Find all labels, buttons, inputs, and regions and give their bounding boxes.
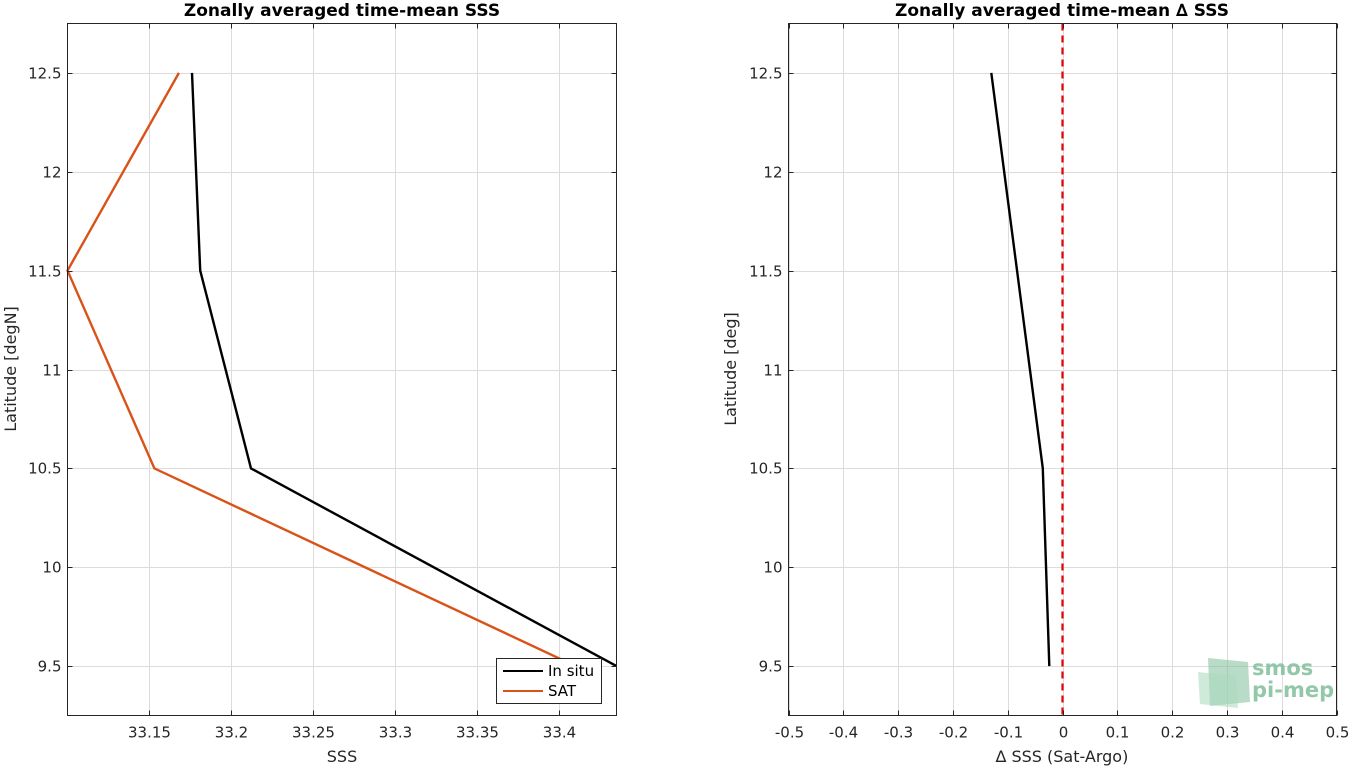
right-series-group	[990, 23, 1064, 716]
left-x-tick-label: 33.35	[456, 724, 499, 742]
left-x-tick-label: 33.25	[292, 724, 335, 742]
left-y-tick-label: 11	[42, 362, 61, 380]
left-x-tick-label: 33.4	[543, 724, 576, 742]
right-x-tick-label: -0.3	[884, 724, 913, 742]
legend-label-in-situ: In situ	[548, 662, 594, 680]
right-x-tick-label: 0.2	[1161, 724, 1185, 742]
left-y-tick-label: 12.5	[28, 65, 61, 83]
right-x-tick-label: 0.3	[1216, 724, 1240, 742]
right-y-tick-label: 11	[763, 362, 782, 380]
right-series-line-series-0	[990, 72, 1051, 667]
left-legend: In situ SAT	[496, 658, 602, 704]
left-grid	[67, 23, 617, 716]
right-y-tick-label: 10.5	[749, 460, 782, 478]
right-x-tick-label: 0.4	[1271, 724, 1295, 742]
right-tick-labels: -0.5 -0.4 -0.3 -0.2 -0.1 0 0.1 0.2 0.3 0.4 0.5 9.5 1…	[749, 23, 1349, 742]
right-chart-title: Zonally averaged time-mean ∆ SSS	[895, 1, 1229, 21]
left-tick-labels: 33.15 33.2 33.25 33.3 33.35 33.4 9.5 10 10.5 11 11…	[28, 23, 617, 742]
right-y-tick-label: 10	[763, 559, 782, 577]
smos-pi-mep-logo: smos pi-mep	[1198, 656, 1334, 708]
left-x-tick-label: 33.2	[215, 724, 248, 742]
right-x-axis-label: ∆ SSS (Sat-Argo)	[995, 747, 1129, 766]
left-series-group	[66, 72, 618, 668]
left-x-axis-label: SSS	[327, 747, 357, 766]
right-x-tick-label: -0.1	[994, 724, 1023, 742]
right-panel: smos pi-mep -0.5 -0.4 -0.3 -0.2 -0.1 0 0.1 0.2 0…	[721, 1, 1349, 766]
left-y-tick-label: 9.5	[38, 658, 62, 676]
right-y-tick-label: 12.5	[749, 65, 782, 83]
logo-wave-shape-2	[1198, 672, 1238, 708]
right-x-tick-label: -0.5	[775, 724, 804, 742]
left-chart-title: Zonally averaged time-mean SSS	[184, 1, 500, 21]
left-y-tick-label: 11.5	[28, 263, 61, 281]
right-x-tick-label: -0.4	[829, 724, 858, 742]
right-x-tick-label: 0.1	[1106, 724, 1130, 742]
legend-label-sat: SAT	[548, 682, 577, 700]
left-series-line-in-situ	[190, 72, 618, 668]
right-x-tick-label: 0	[1059, 724, 1069, 742]
right-plot-frame	[788, 23, 1337, 716]
left-plot-frame	[67, 23, 617, 716]
right-y-tick-label: 9.5	[759, 658, 783, 676]
right-x-tick-label: 0.5	[1326, 724, 1349, 742]
right-y-tick-label: 11.5	[749, 263, 782, 281]
left-series-line-sat	[66, 72, 577, 668]
right-x-tick-label: -0.2	[939, 724, 968, 742]
left-y-axis-label: Latitude [degN]	[1, 306, 20, 432]
logo-text-pi-mep: pi-mep	[1252, 678, 1334, 702]
right-y-tick-label: 12	[763, 164, 782, 182]
left-panel: 33.15 33.2 33.25 33.3 33.35 33.4 9.5 10 10.5 11 11…	[1, 1, 618, 766]
right-y-axis-label: Latitude [deg]	[721, 312, 740, 426]
left-y-tick-label: 10.5	[28, 460, 61, 478]
left-x-tick-label: 33.3	[379, 724, 412, 742]
left-y-tick-label: 10	[42, 559, 61, 577]
left-y-tick-label: 12	[42, 164, 61, 182]
legend-box	[496, 658, 602, 704]
left-x-tick-label: 33.15	[128, 724, 171, 742]
logo-text-smos: smos	[1252, 656, 1313, 680]
